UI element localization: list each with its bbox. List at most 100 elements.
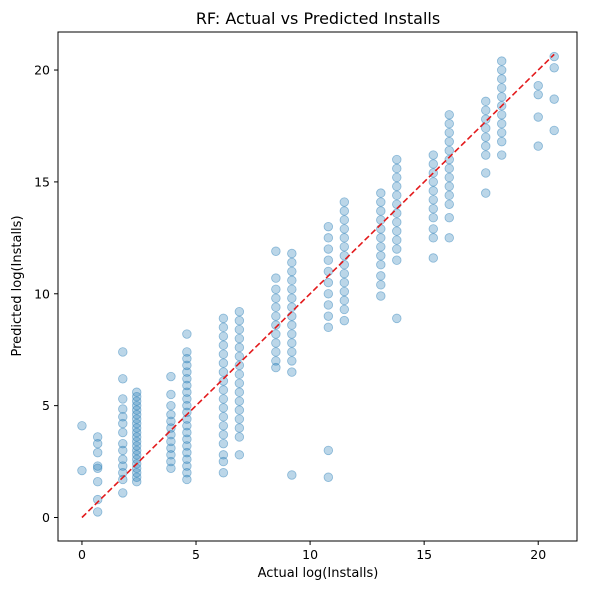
- data-point: [287, 302, 297, 312]
- data-point: [118, 488, 128, 498]
- data-point: [376, 271, 386, 281]
- data-point: [287, 248, 297, 259]
- data-point: [497, 92, 507, 102]
- data-point: [271, 329, 281, 339]
- x-tick-label: 20: [530, 547, 546, 562]
- data-point: [118, 438, 128, 449]
- data-point: [166, 450, 176, 460]
- data-point: [92, 461, 103, 471]
- data-point: [287, 284, 297, 295]
- data-point: [392, 163, 402, 174]
- data-point: [234, 333, 245, 344]
- data-point: [323, 445, 334, 456]
- data-point: [218, 438, 229, 449]
- data-point: [497, 83, 507, 93]
- data-point: [549, 51, 559, 62]
- data-point: [218, 340, 229, 350]
- data-point: [428, 253, 438, 263]
- data-point: [392, 235, 402, 245]
- data-point: [376, 280, 386, 290]
- data-point: [132, 405, 142, 415]
- data-point: [132, 450, 142, 460]
- data-point: [497, 119, 507, 129]
- data-point: [132, 441, 142, 451]
- chart-title: RF: Actual vs Predicted Installs: [196, 9, 440, 28]
- data-point: [166, 436, 176, 447]
- data-point: [92, 477, 103, 487]
- data-point: [182, 367, 192, 377]
- data-point: [234, 414, 245, 424]
- data-point: [271, 362, 281, 373]
- data-point: [339, 304, 350, 315]
- data-point: [497, 74, 507, 84]
- data-point: [218, 468, 229, 478]
- data-point: [428, 150, 438, 160]
- data-point: [234, 405, 245, 415]
- data-point: [234, 423, 245, 433]
- data-point: [182, 468, 192, 478]
- data-point: [287, 367, 297, 377]
- data-point: [533, 89, 543, 100]
- y-tick-label: 5: [42, 398, 50, 413]
- data-point: [132, 477, 142, 487]
- data-point: [92, 463, 103, 473]
- data-point: [182, 400, 192, 411]
- data-point: [234, 378, 245, 388]
- data-point: [428, 159, 438, 169]
- data-point: [287, 275, 297, 286]
- data-point: [234, 387, 245, 397]
- data-point: [132, 445, 142, 456]
- data-point: [287, 293, 297, 303]
- data-point: [271, 284, 281, 295]
- data-point: [218, 358, 229, 368]
- data-point: [339, 286, 350, 297]
- data-point: [392, 199, 402, 209]
- data-point: [182, 461, 192, 471]
- data-point: [339, 206, 350, 216]
- data-point: [376, 259, 386, 270]
- data-point: [376, 251, 386, 261]
- data-point: [287, 470, 297, 480]
- data-point: [339, 315, 350, 326]
- data-point: [444, 127, 454, 138]
- data-point: [118, 412, 128, 422]
- data-point: [287, 320, 297, 330]
- data-point: [376, 291, 386, 301]
- data-point: [234, 324, 245, 335]
- data-point: [444, 172, 454, 183]
- data-point: [481, 96, 491, 107]
- data-point: [182, 407, 192, 418]
- data-point: [132, 387, 142, 397]
- data-point: [392, 154, 402, 165]
- data-point: [428, 195, 438, 205]
- data-point: [339, 197, 350, 207]
- data-point: [339, 242, 350, 252]
- data-point: [444, 110, 454, 120]
- data-point: [428, 212, 438, 223]
- data-point: [287, 329, 297, 339]
- data-point: [323, 311, 334, 321]
- data-point: [182, 387, 192, 397]
- data-point: [323, 244, 334, 254]
- data-point: [392, 208, 402, 218]
- data-point: [323, 233, 334, 243]
- data-point: [481, 132, 491, 142]
- data-point: [132, 391, 142, 402]
- data-point: [444, 190, 454, 201]
- data-point: [339, 215, 350, 225]
- data-point: [118, 427, 128, 438]
- y-tick-label: 10: [34, 286, 50, 301]
- data-point: [118, 374, 128, 384]
- data-point: [444, 119, 454, 129]
- data-point: [323, 266, 334, 277]
- data-point: [497, 127, 507, 138]
- data-point: [166, 443, 176, 453]
- points-layer: [77, 51, 559, 517]
- data-point: [497, 65, 507, 75]
- y-axis-label: Predicted log(Installs): [10, 215, 25, 356]
- y-tick-label: 15: [34, 174, 50, 189]
- data-point: [444, 136, 454, 147]
- data-point: [481, 114, 491, 124]
- data-point: [92, 507, 103, 517]
- x-tick-label: 0: [78, 547, 86, 562]
